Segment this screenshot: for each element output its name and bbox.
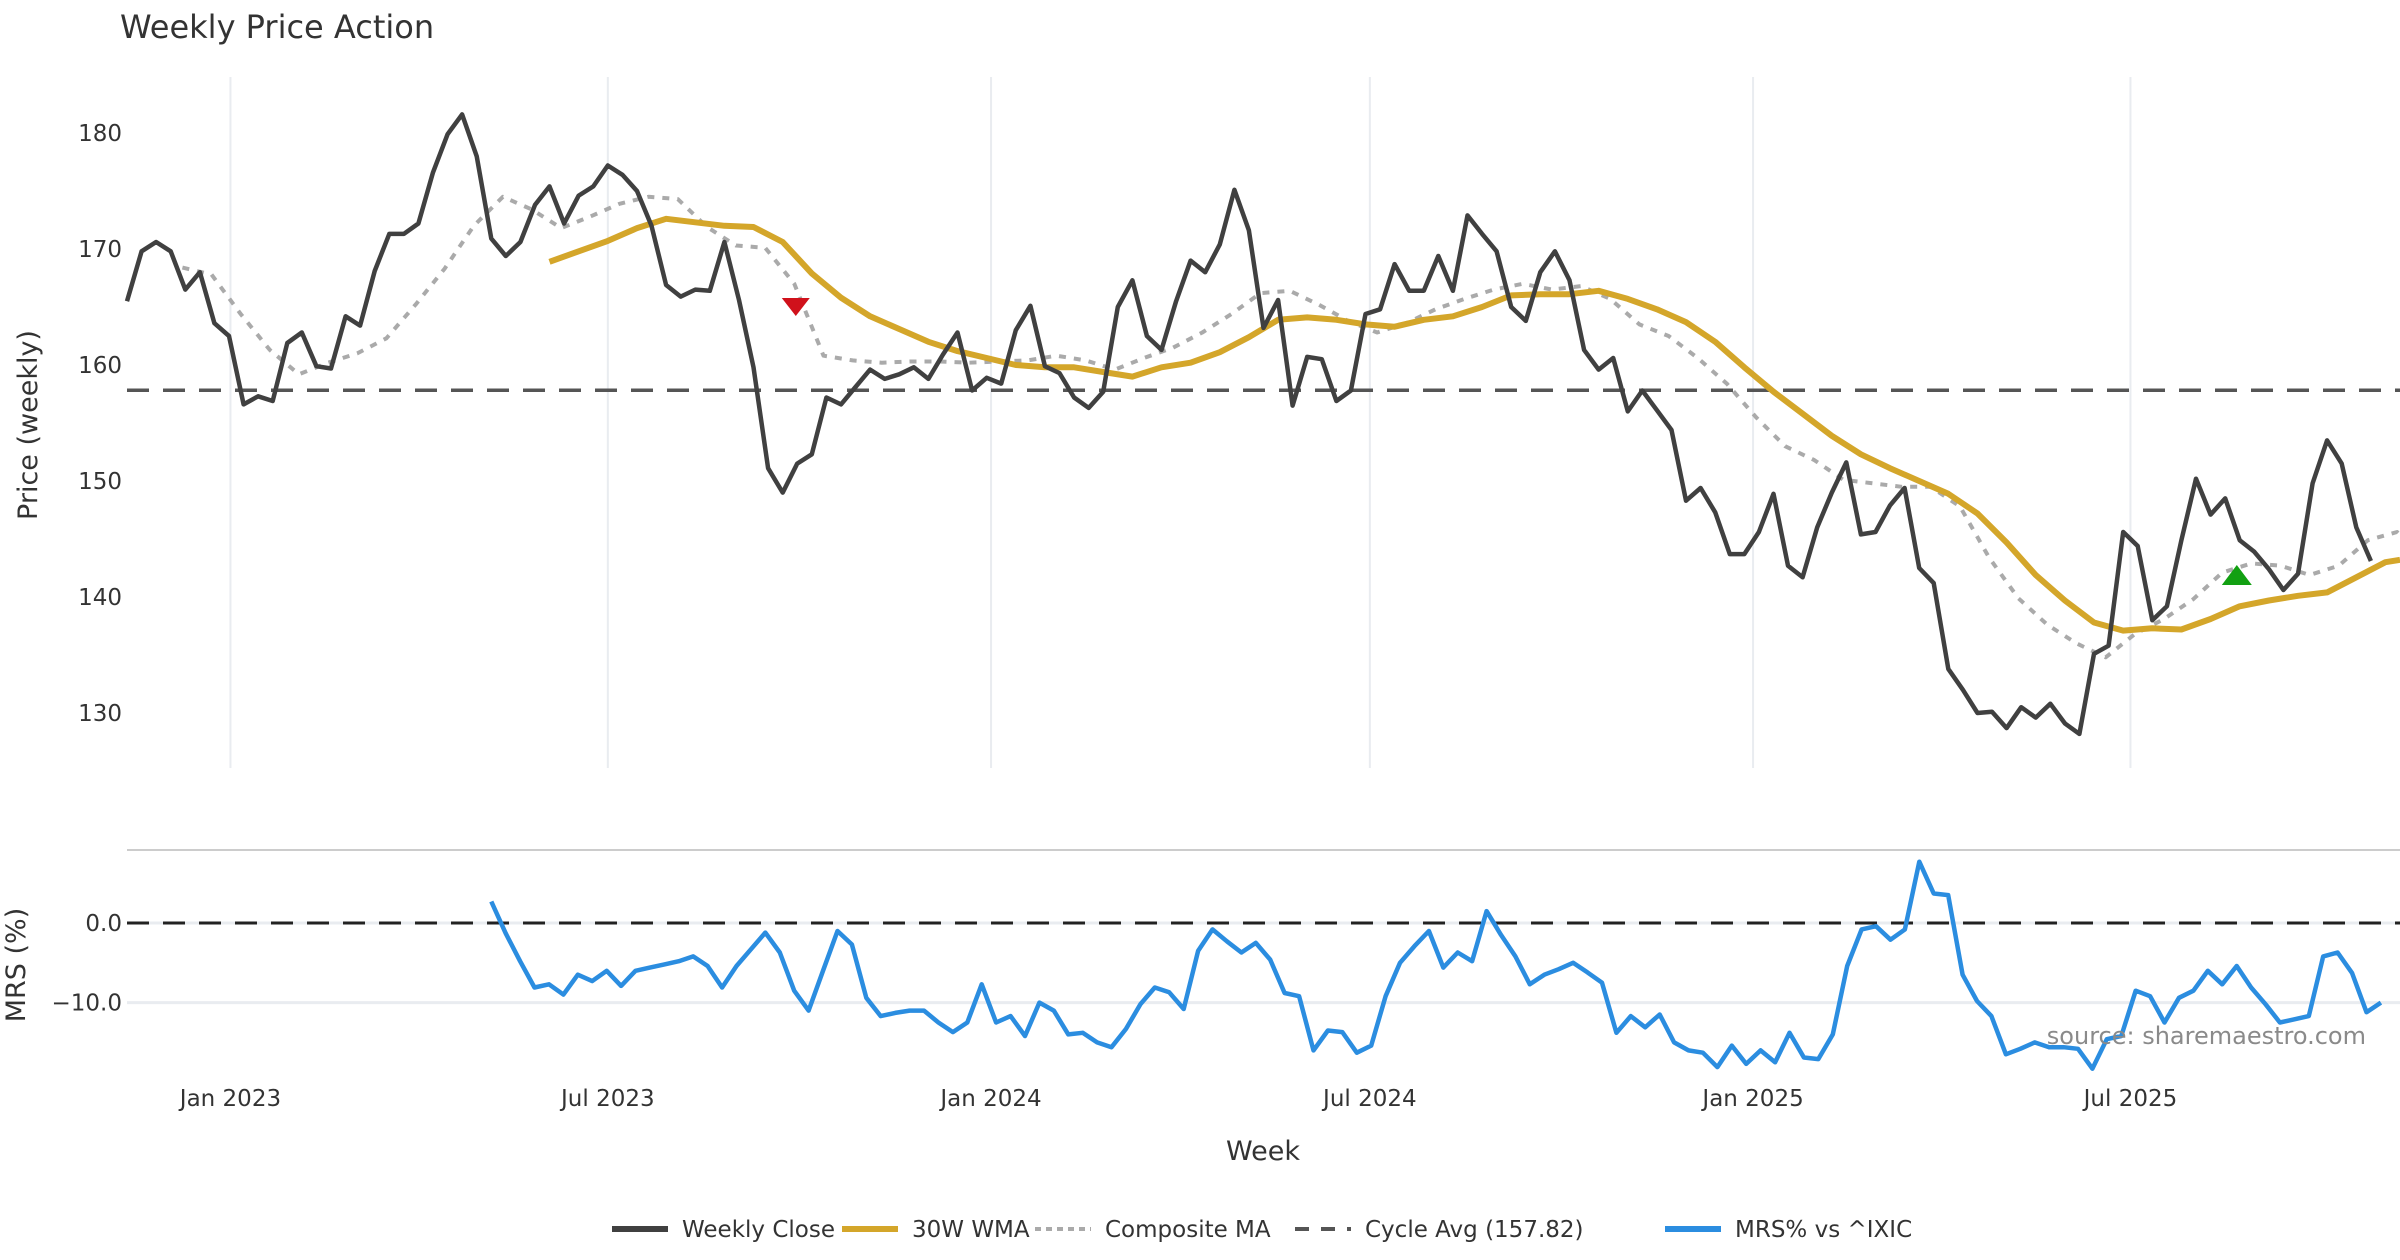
- price-y-tick-label: 160: [78, 353, 122, 379]
- price-y-tick-label: 170: [78, 237, 122, 263]
- x-tick-label: Jul 2023: [559, 1086, 655, 1112]
- price-y-tick-label: 140: [78, 585, 122, 611]
- legend-label-cycle: Cycle Avg (157.82): [1365, 1217, 1584, 1243]
- legend-label-mrs: MRS% vs ^IXIC: [1735, 1217, 1912, 1243]
- source-label: source: sharemaestro.com: [2047, 1022, 2366, 1050]
- sell-signal-marker: [781, 298, 810, 316]
- series-wma-line: [548, 215, 2400, 634]
- buy-signal-marker: [2221, 564, 2252, 585]
- x-tick-label: Jul 2024: [1321, 1086, 1417, 1112]
- mrs-y-tick-label: 0.0: [85, 911, 122, 937]
- price-y-tick-label: 180: [78, 121, 122, 147]
- mrs-y-tick-label: −10.0: [52, 991, 122, 1017]
- series-mrs-line: [489, 859, 2383, 1071]
- series-layer: [124, 112, 2400, 1071]
- marker-layer: [781, 298, 2252, 585]
- chart-title: Weekly Price Action: [120, 8, 434, 46]
- price-grid: [229, 77, 2132, 768]
- price-y-tick-label: 130: [78, 701, 122, 727]
- x-tick-label: Jan 2024: [938, 1086, 1041, 1112]
- legend: Weekly Close 30W WMA Composite MA Cycle Avg…: [612, 1217, 1912, 1243]
- x-tick-label: Jul 2025: [2082, 1086, 2178, 1112]
- legend-label-close: Weekly Close: [682, 1217, 835, 1243]
- x-tick-label: Jan 2023: [178, 1086, 281, 1112]
- mrs-grid: [127, 921, 2400, 1005]
- x-tick-label: Jan 2025: [1700, 1086, 1803, 1112]
- mrs-y-axis-label: MRS (%): [1, 908, 32, 1023]
- series-composite-line: [181, 194, 2400, 660]
- legend-label-wma: 30W WMA: [912, 1217, 1030, 1243]
- legend-label-composite: Composite MA: [1105, 1217, 1271, 1243]
- x-axis-label: Week: [1226, 1136, 1300, 1167]
- price-y-axis-label: Price (weekly): [13, 330, 44, 520]
- x-ticks: Jan 2023 Jul 2023 Jan 2024 Jul 2024 Jan 2025…: [178, 1086, 2177, 1112]
- mrs-y-ticks: 0.0 −10.0: [52, 911, 122, 1017]
- price-y-ticks: 130 140 150 160 170 180: [78, 121, 122, 727]
- series-close-line: [124, 112, 2373, 737]
- price-y-tick-label: 150: [78, 469, 122, 495]
